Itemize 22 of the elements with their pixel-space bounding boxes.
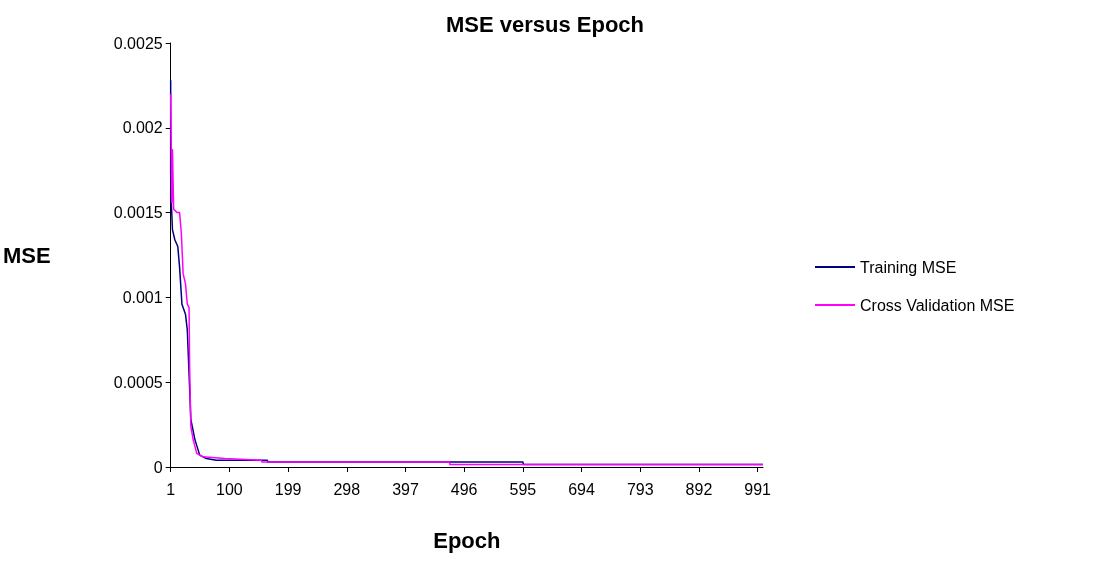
x-tick-label: 397 xyxy=(392,480,419,498)
x-tick-label: 496 xyxy=(450,480,478,498)
x-tick-label: 298 xyxy=(333,480,361,498)
y-tick-label: 0.001 xyxy=(122,288,163,306)
y-tick-label: 0.0005 xyxy=(113,373,163,391)
x-tick-label: 1 xyxy=(166,480,176,498)
y-axis-title: MSE xyxy=(2,242,51,268)
x-tick-label: 694 xyxy=(568,480,596,498)
x-axis-title: Epoch xyxy=(433,527,501,553)
x-tick-label: 595 xyxy=(509,480,537,498)
y-tick-label: 0.002 xyxy=(122,119,163,137)
x-tick-label: 199 xyxy=(274,480,302,498)
x-tick-label: 892 xyxy=(685,480,713,498)
x-tick-label: 100 xyxy=(216,480,243,498)
legend-label: Training MSE xyxy=(860,258,957,276)
legend-label: Cross Validation MSE xyxy=(860,296,1015,314)
x-tick-label: 793 xyxy=(626,480,654,498)
chart-title: MSE versus Epoch xyxy=(445,11,645,37)
y-tick-label: 0.0025 xyxy=(113,34,163,52)
y-tick-label: 0.0015 xyxy=(113,204,163,222)
y-tick-label: 0 xyxy=(153,458,163,476)
x-tick-label: 991 xyxy=(744,480,772,498)
